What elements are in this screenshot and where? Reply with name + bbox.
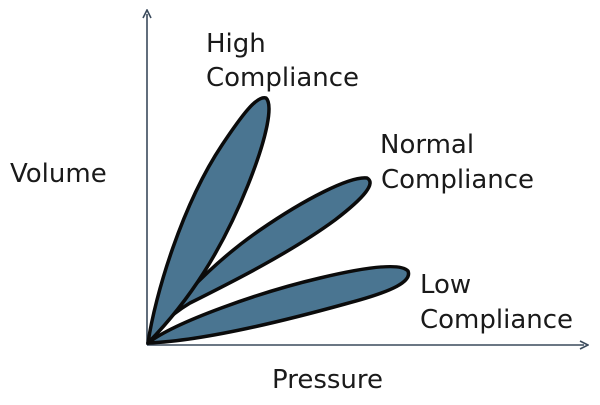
normal-compliance-label-line1: Normal bbox=[380, 130, 474, 160]
low-compliance-label-line1: Low bbox=[420, 270, 471, 300]
high-compliance-label-line2: Compliance bbox=[206, 63, 359, 93]
high-compliance-label-line1: High bbox=[206, 29, 266, 59]
low-compliance-loop bbox=[146, 264, 411, 345]
y-axis-label: Volume bbox=[10, 159, 107, 189]
high-compliance-loop bbox=[146, 96, 271, 345]
normal-compliance-label-line2: Compliance bbox=[381, 165, 534, 195]
low-compliance-label-line2: Compliance bbox=[420, 305, 573, 335]
normal-compliance-loop bbox=[146, 176, 372, 345]
x-axis-label: Pressure bbox=[272, 365, 383, 395]
